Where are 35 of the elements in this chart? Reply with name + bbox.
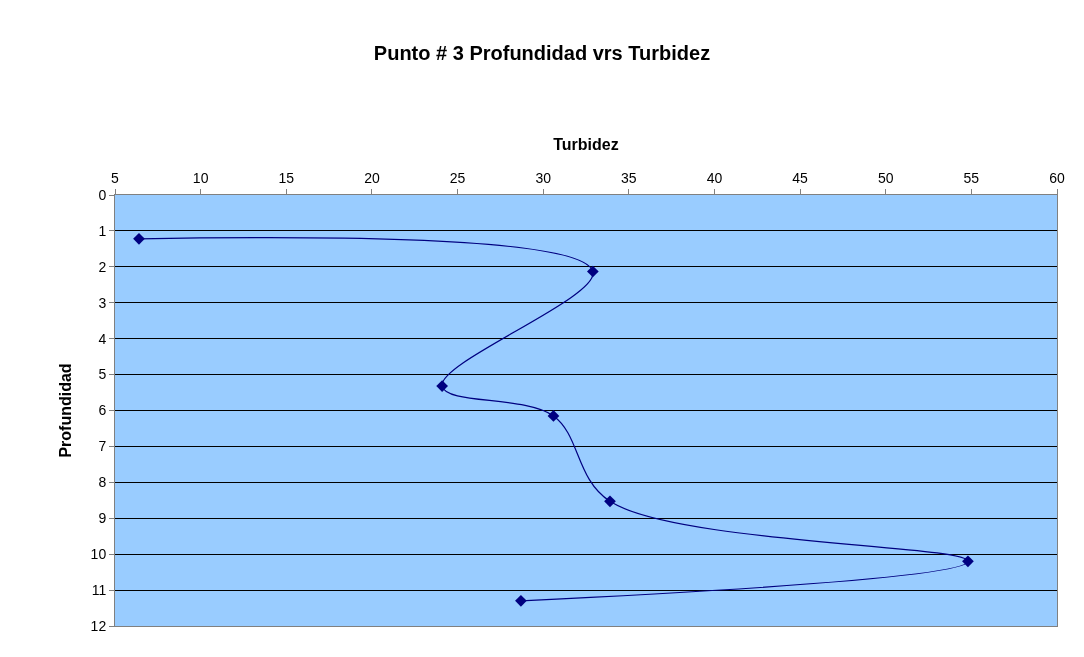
x-tick-label: 15 <box>278 170 295 187</box>
x-tick-label: 20 <box>364 170 380 187</box>
point <box>962 555 974 568</box>
y-tick-label: 7 <box>98 438 107 455</box>
chart-title: Punto # 3 Profundidad vrs Turbidez <box>373 41 711 64</box>
y-tick-label: 11 <box>91 581 107 598</box>
point <box>515 595 527 607</box>
x-tick-label: 35 <box>621 170 637 187</box>
x-tick-label: 60 <box>1049 170 1065 187</box>
x-tick-label: 10 <box>192 170 209 187</box>
x-tick-label: 30 <box>535 170 552 187</box>
x-tick-label: 5 <box>111 170 120 187</box>
point <box>133 232 145 245</box>
y-tick-label: 2 <box>98 258 107 275</box>
y-tick-label: 3 <box>98 294 107 311</box>
y-tick-label: 8 <box>98 474 107 491</box>
y-tick-label: 4 <box>98 330 107 347</box>
y-tick-label: 9 <box>98 510 107 527</box>
y-tick-label: 12 <box>90 617 107 634</box>
point <box>436 380 448 392</box>
y-tick-label: 0 <box>98 186 107 203</box>
y-tick-label: 6 <box>98 402 107 419</box>
x-tick-label: 45 <box>792 170 809 187</box>
y-tick-label: 1 <box>98 222 107 239</box>
y-tick-label: 10 <box>90 546 107 563</box>
y-tick-label: 5 <box>98 366 107 383</box>
x-axis-title: Turbidez <box>553 136 619 154</box>
x-tick-label: 40 <box>706 170 723 187</box>
y-axis-title: Profundidad <box>56 363 74 458</box>
point <box>604 495 616 508</box>
x-tick-label: 55 <box>963 170 980 187</box>
x-tick-label: 25 <box>449 170 466 187</box>
point <box>547 410 560 422</box>
x-tick-label: 50 <box>877 170 894 187</box>
point <box>587 265 599 278</box>
